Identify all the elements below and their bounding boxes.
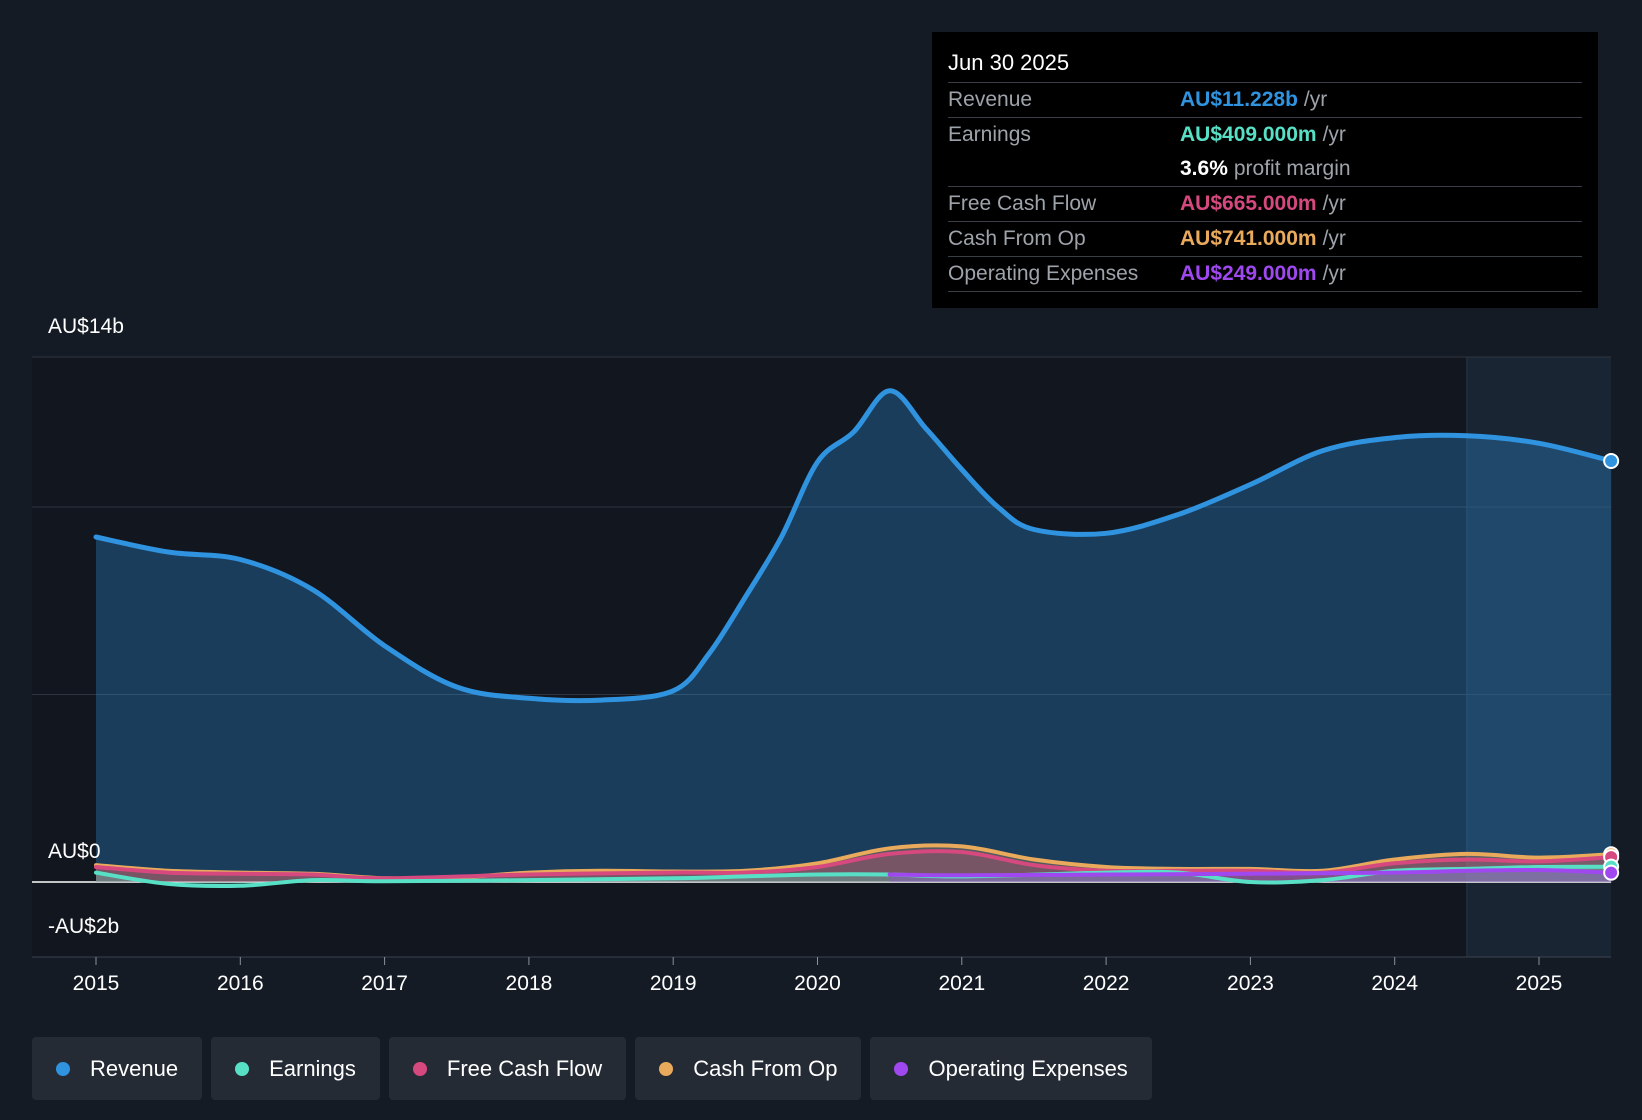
tooltip-value: AU$665.000m — [1180, 192, 1317, 215]
x-tick-label: 2025 — [1516, 972, 1563, 995]
y-axis-label: AU$0 — [48, 840, 101, 863]
y-axis-label: -AU$2b — [48, 915, 119, 938]
legend-item-free-cash-flow[interactable]: Free Cash Flow — [388, 1037, 627, 1100]
operating-expenses-end-marker — [1603, 864, 1620, 881]
x-tick-label: 2015 — [73, 972, 120, 995]
tooltip-row-operating-expenses: Operating Expenses AU$249.000m /yr — [948, 256, 1582, 291]
legend-label: Earnings — [269, 1055, 356, 1081]
legend-label: Free Cash Flow — [446, 1055, 603, 1081]
legend-dot-icon — [412, 1061, 427, 1076]
legend-dot-icon — [56, 1061, 70, 1076]
tooltip-value: AU$409.000m — [1180, 123, 1317, 146]
legend: Revenue Earnings Free Cash Flow Cash Fro… — [32, 1037, 1161, 1100]
tooltip-row-revenue: Revenue AU$11.228b /yr — [948, 82, 1582, 117]
x-tick-label: 2024 — [1371, 972, 1418, 995]
tooltip-value: AU$741.000m — [1180, 227, 1317, 250]
revenue-line — [93, 388, 1614, 704]
tooltip-unit: profit margin — [1233, 157, 1351, 180]
x-tick-label: 2018 — [506, 972, 553, 995]
x-tick-label: 2021 — [938, 972, 985, 995]
revenue-area — [96, 390, 1612, 882]
tooltip-panel: Jun 30 2025 Revenue AU$11.228b /yr Earni… — [932, 32, 1598, 308]
tooltip-value: AU$11.228b — [1180, 88, 1298, 111]
tooltip-row-cash-from-op: Cash From Op AU$741.000m /yr — [948, 221, 1582, 256]
x-tick-label: 2020 — [794, 972, 841, 995]
tooltip-label: Operating Expenses — [948, 262, 1139, 285]
y-axis-label: AU$14b — [48, 315, 124, 338]
revenue-end-marker — [1603, 452, 1620, 469]
tooltip-row-free-cash-flow: Free Cash Flow AU$665.000m /yr — [948, 186, 1582, 221]
x-tick-label: 2022 — [1083, 972, 1130, 995]
tooltip-row-earnings: Earnings AU$409.000m /yr — [948, 117, 1582, 152]
tooltip-divider — [948, 291, 1582, 292]
tooltip-value: 3.6% — [1180, 157, 1228, 180]
legend-label: Revenue — [90, 1055, 179, 1081]
tooltip-unit: /yr — [1322, 192, 1346, 215]
legend-dot-icon — [894, 1061, 909, 1076]
tooltip-value: AU$249.000m — [1180, 262, 1317, 285]
x-tick-label: 2023 — [1227, 972, 1274, 995]
tooltip-label: Earnings — [948, 123, 1031, 146]
tooltip-row-profit-margin: 3.6% profit margin — [948, 152, 1582, 186]
tooltip-label: Cash From Op — [948, 227, 1086, 250]
tooltip-unit: /yr — [1322, 227, 1346, 250]
legend-dot-icon — [235, 1061, 250, 1076]
free-cash-flow-line — [94, 849, 1614, 881]
legend-item-revenue[interactable]: Revenue — [32, 1037, 203, 1100]
tooltip-unit: /yr — [1303, 88, 1328, 111]
tooltip-label: Free Cash Flow — [948, 192, 1097, 215]
tooltip-date: Jun 30 2025 — [948, 50, 1070, 75]
tooltip-unit: /yr — [1322, 123, 1346, 146]
legend-item-cash-from-op[interactable]: Cash From Op — [635, 1037, 862, 1100]
legend-dot-icon — [659, 1061, 674, 1076]
x-tick-label: 2016 — [217, 972, 264, 995]
legend-label: Cash From Op — [693, 1055, 838, 1081]
x-tick-label: 2019 — [650, 972, 697, 995]
legend-label: Operating Expenses — [928, 1055, 1128, 1081]
operating-expenses-line — [887, 867, 1614, 878]
x-tick-label: 2017 — [361, 972, 408, 995]
legend-item-earnings[interactable]: Earnings — [211, 1037, 380, 1100]
tooltip-unit: /yr — [1322, 262, 1346, 285]
legend-item-operating-expenses[interactable]: Operating Expenses — [870, 1037, 1152, 1100]
tooltip-label: Revenue — [948, 88, 1033, 111]
